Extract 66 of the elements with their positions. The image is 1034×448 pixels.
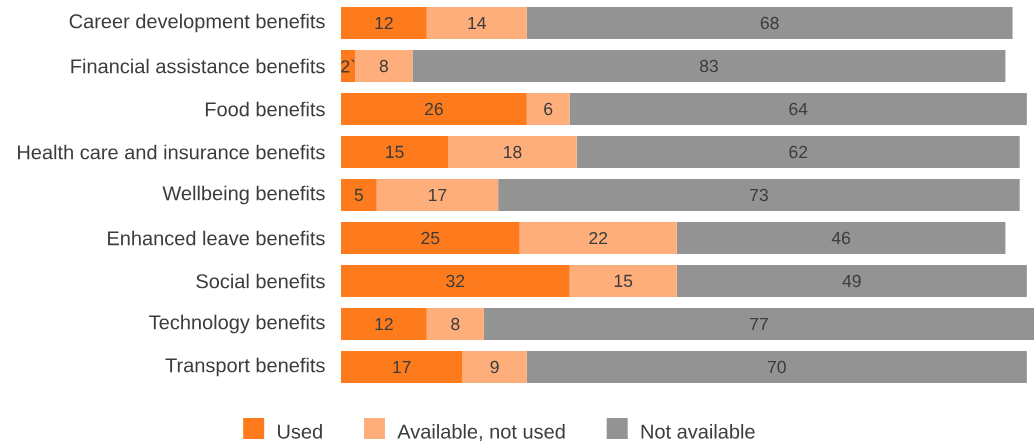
y-tick-label: Food benefits [205, 101, 325, 117]
bar [341, 221, 520, 254]
data-label: 2` [341, 59, 355, 73]
bar [426, 307, 484, 340]
data-label: 9 [490, 360, 499, 374]
bar [341, 307, 427, 340]
y-tick-label: Financial assistance benefits [71, 58, 325, 74]
y-tick-label: Technology benefits [149, 314, 325, 334]
bar [341, 92, 527, 125]
bar [376, 178, 499, 211]
data-label: 17 [429, 188, 447, 202]
bar [448, 135, 577, 168]
data-label: 70 [767, 360, 786, 374]
data-label: 15 [386, 145, 404, 159]
bar [341, 264, 570, 297]
data-label: 49 [842, 274, 861, 288]
bar [526, 92, 570, 125]
data-label: 32 [446, 274, 465, 288]
data-label: 12 [375, 16, 393, 30]
data-label: 15 [614, 274, 633, 288]
data-label: 22 [589, 231, 608, 245]
y-tick-label: Career development benefits [69, 13, 325, 33]
data-label: 26 [425, 102, 443, 116]
data-label: 25 [421, 231, 440, 245]
y-tick-label: Health care and insurance benefits [18, 144, 325, 160]
data-label: 8 [451, 317, 460, 331]
bar [341, 50, 356, 82]
data-label: 17 [393, 360, 411, 374]
legend-label: Available, not used [397, 424, 565, 442]
bar [341, 135, 449, 168]
data-label: 6 [544, 102, 553, 116]
bar [483, 307, 1034, 340]
bar [426, 6, 527, 39]
bar [355, 50, 413, 82]
bar [526, 350, 1027, 383]
data-label: 46 [831, 231, 851, 245]
bar [676, 221, 1006, 254]
data-label: 73 [750, 188, 768, 202]
data-label: 68 [760, 16, 779, 30]
data-label: 12 [375, 317, 393, 331]
bar [676, 264, 1027, 297]
data-label: 14 [468, 16, 486, 30]
bar [569, 264, 677, 297]
y-tick-label: Social benefits [196, 273, 325, 289]
bar [341, 6, 427, 39]
legend-label: Used [278, 424, 322, 439]
bar [498, 178, 1020, 211]
bar [519, 221, 677, 254]
data-label: 18 [504, 145, 522, 159]
y-tick-label: Enhanced leave benefits [108, 230, 325, 246]
data-label: 64 [789, 102, 808, 116]
bar [576, 135, 1020, 168]
y-tick-label: Wellbeing benefits [162, 185, 325, 205]
y-tick-label: Transport benefits [165, 357, 325, 377]
legend-label: Not available [641, 424, 755, 439]
data-label: 83 [699, 59, 718, 73]
data-label: 77 [750, 317, 768, 331]
data-label: 5 [354, 188, 363, 202]
bar [569, 92, 1027, 125]
data-label: 8 [379, 59, 388, 73]
bar [412, 50, 1006, 82]
data-label: 62 [789, 145, 808, 159]
bar [341, 178, 377, 211]
bar [526, 6, 1013, 39]
bar [341, 350, 463, 383]
bar [462, 350, 527, 383]
